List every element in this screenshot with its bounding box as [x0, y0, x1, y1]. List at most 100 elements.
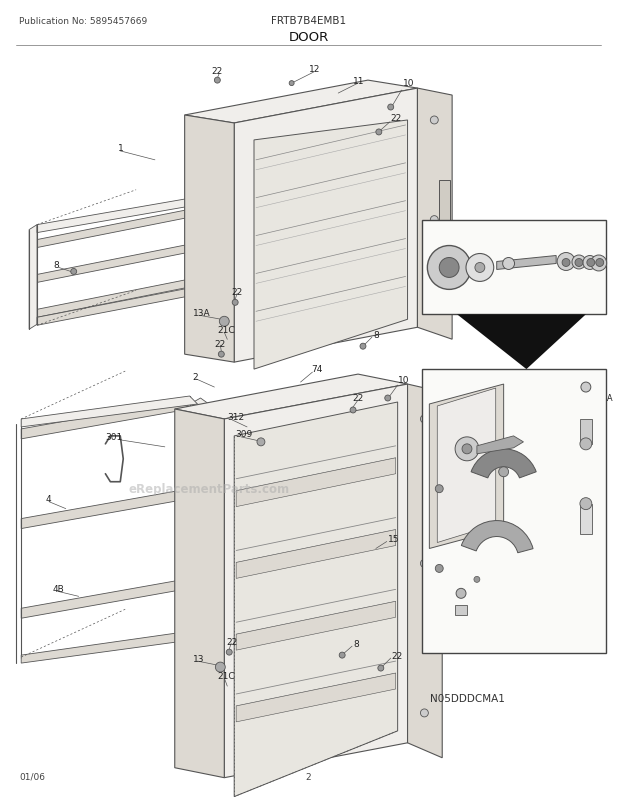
Text: Publication No: 5895457669: Publication No: 5895457669: [19, 17, 148, 26]
Text: 505: 505: [496, 450, 511, 459]
Circle shape: [289, 82, 294, 87]
Circle shape: [591, 256, 607, 272]
Bar: [422, 221, 606, 315]
Circle shape: [218, 352, 224, 358]
Polygon shape: [429, 385, 503, 549]
Polygon shape: [37, 280, 188, 318]
Text: 22: 22: [226, 637, 237, 646]
Circle shape: [388, 105, 394, 111]
Text: 505: 505: [465, 289, 480, 298]
Text: 503A: 503A: [592, 393, 613, 402]
Circle shape: [435, 485, 443, 493]
Polygon shape: [175, 410, 224, 778]
Text: 10: 10: [402, 79, 414, 87]
Polygon shape: [439, 180, 450, 260]
Text: 504: 504: [526, 222, 544, 231]
Text: 22: 22: [392, 650, 403, 660]
Text: N05DDDCMA1: N05DDDCMA1: [430, 693, 505, 703]
Text: 508: 508: [580, 265, 596, 273]
Circle shape: [215, 662, 225, 672]
Circle shape: [232, 300, 238, 306]
Circle shape: [378, 665, 384, 671]
Circle shape: [219, 317, 229, 327]
Bar: [422, 370, 606, 654]
Polygon shape: [580, 504, 592, 534]
Polygon shape: [187, 399, 208, 421]
Circle shape: [462, 444, 472, 454]
Text: 8: 8: [53, 261, 59, 269]
Text: 4B: 4B: [53, 584, 64, 593]
Circle shape: [587, 259, 595, 267]
Polygon shape: [185, 81, 417, 124]
Text: 74: 74: [490, 576, 500, 585]
Text: 10: 10: [397, 375, 409, 384]
Text: 89: 89: [427, 503, 438, 512]
Text: 2: 2: [193, 372, 198, 381]
Polygon shape: [21, 631, 198, 663]
Text: 8: 8: [373, 330, 379, 339]
Polygon shape: [457, 315, 586, 370]
Polygon shape: [236, 458, 396, 507]
Circle shape: [557, 253, 575, 271]
Circle shape: [350, 407, 356, 414]
Wedge shape: [471, 449, 536, 478]
Circle shape: [439, 258, 459, 278]
Circle shape: [572, 256, 586, 269]
Circle shape: [71, 269, 77, 275]
Polygon shape: [185, 226, 205, 249]
Circle shape: [215, 78, 220, 84]
Circle shape: [498, 468, 508, 477]
Circle shape: [376, 130, 382, 136]
Circle shape: [360, 344, 366, 350]
Text: 22: 22: [211, 67, 223, 75]
Polygon shape: [185, 115, 234, 363]
Bar: [455, 606, 467, 615]
Text: 23: 23: [505, 529, 515, 538]
Circle shape: [474, 577, 480, 582]
Circle shape: [385, 395, 391, 402]
Polygon shape: [254, 121, 407, 370]
Circle shape: [257, 439, 265, 446]
Circle shape: [420, 709, 428, 717]
Text: 1: 1: [118, 144, 124, 153]
Polygon shape: [37, 210, 188, 249]
Polygon shape: [580, 419, 592, 444]
Text: 301: 301: [105, 433, 123, 442]
Polygon shape: [185, 296, 205, 318]
Text: 22: 22: [231, 288, 242, 297]
Text: 11: 11: [353, 76, 365, 86]
Polygon shape: [21, 579, 190, 618]
Text: 4: 4: [46, 495, 51, 504]
Polygon shape: [37, 288, 193, 326]
Circle shape: [420, 560, 428, 568]
Circle shape: [430, 217, 438, 225]
Circle shape: [226, 650, 232, 655]
Polygon shape: [234, 89, 417, 363]
Text: 74: 74: [311, 364, 323, 373]
Polygon shape: [407, 385, 442, 758]
Polygon shape: [37, 198, 193, 233]
Text: 503: 503: [592, 482, 608, 491]
Text: 13: 13: [193, 654, 204, 662]
Text: 8: 8: [353, 639, 359, 648]
Polygon shape: [236, 602, 396, 650]
Text: 56: 56: [487, 592, 497, 601]
Polygon shape: [497, 256, 556, 270]
Text: 12: 12: [309, 65, 320, 74]
Text: FRTB7B4EMB1: FRTB7B4EMB1: [271, 16, 346, 26]
Circle shape: [456, 589, 466, 598]
Circle shape: [339, 652, 345, 658]
Polygon shape: [234, 403, 397, 796]
Text: 13A: 13A: [193, 309, 210, 318]
Polygon shape: [417, 89, 452, 340]
Text: eReplacementParts.com: eReplacementParts.com: [129, 483, 290, 496]
Polygon shape: [187, 577, 208, 601]
Circle shape: [596, 259, 604, 267]
Text: 22: 22: [215, 339, 226, 348]
Circle shape: [430, 117, 438, 125]
Wedge shape: [461, 521, 533, 553]
Polygon shape: [29, 225, 37, 330]
Circle shape: [435, 565, 443, 573]
Text: 509: 509: [433, 289, 449, 298]
Circle shape: [581, 383, 591, 392]
